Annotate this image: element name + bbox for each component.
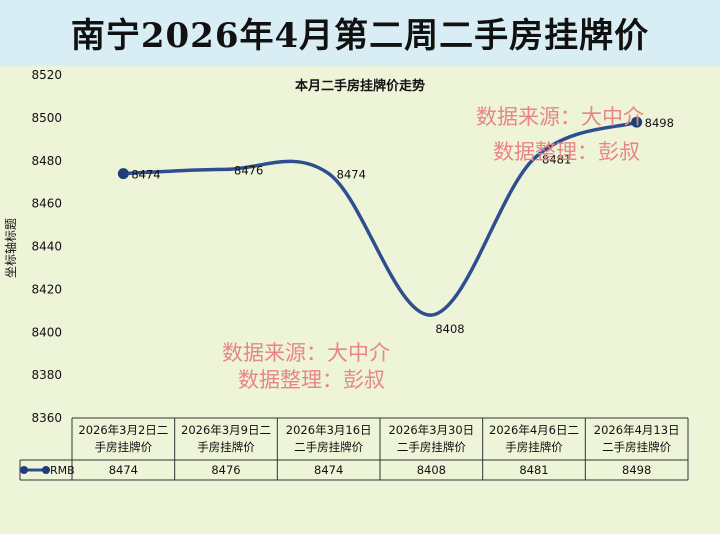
y-tick-label: 8460 (31, 197, 62, 211)
x-category-label: 2026年4月13日 (594, 423, 680, 437)
x-category-label: 手房挂牌价 (95, 440, 153, 454)
data-label: 8481 (542, 153, 571, 167)
x-category-label: 2026年3月30日 (388, 423, 474, 437)
y-tick-label: 8480 (31, 154, 62, 168)
series-line-rmb (121, 120, 639, 317)
x-category-label: 2026年3月16日 (286, 423, 372, 437)
watermark-source-lower: 数据来源：大中介 (222, 341, 390, 365)
y-tick-label: 8500 (31, 111, 62, 125)
y-tick-label: 8380 (31, 368, 62, 382)
table-value-cell: 8474 (314, 463, 343, 477)
watermark-editor-lower: 数据整理：彭叔 (238, 368, 385, 392)
y-tick-label: 8520 (31, 68, 62, 82)
legend-marker (20, 466, 28, 474)
data-point-marker (117, 168, 129, 180)
x-category-label: 2026年3月2日二 (78, 423, 168, 437)
table-value-cell: 8474 (109, 463, 138, 477)
watermark-editor-upper: 数据整理：彭叔 (493, 140, 640, 164)
data-label: 8474 (337, 168, 366, 182)
page-title: 南宁2026年4月第二周二手房挂牌价 (70, 16, 650, 56)
y-tick-label: 8440 (31, 240, 62, 254)
data-point-marker (631, 116, 643, 128)
y-tick-label: 8360 (31, 411, 62, 425)
chart-panel (0, 66, 720, 534)
header-bar: 南宁2026年4月第二周二手房挂牌价 (0, 0, 720, 66)
data-label: 8474 (131, 168, 160, 182)
x-category-label: 二手房挂牌价 (602, 440, 671, 454)
x-category-label: 手房挂牌价 (197, 440, 255, 454)
x-category-label: 二手房挂牌价 (397, 440, 466, 454)
table-value-cell: 8498 (622, 463, 651, 477)
y-tick-label: 8400 (31, 325, 62, 339)
table-value-cell: 8481 (519, 463, 548, 477)
chart-title: 本月二手房挂牌价走势 (295, 78, 425, 94)
x-category-label: 2026年4月6日二 (489, 423, 579, 437)
legend-series-name: RMB (50, 464, 75, 477)
legend-marker (42, 466, 50, 474)
y-tick-label: 8420 (31, 282, 62, 296)
data-label: 8476 (234, 163, 263, 177)
table-value-cell: 8408 (417, 463, 446, 477)
table-value-cell: 8476 (211, 463, 240, 477)
data-label: 8408 (435, 322, 464, 336)
watermark-source-upper: 数据来源：大中介 (476, 105, 644, 129)
y-axis-title: 坐标轴标题 (3, 218, 18, 278)
data-label: 8498 (645, 116, 674, 130)
x-category-label: 二手房挂牌价 (294, 440, 363, 454)
x-category-label: 手房挂牌价 (505, 440, 563, 454)
x-category-label: 2026年3月9日二 (181, 423, 271, 437)
